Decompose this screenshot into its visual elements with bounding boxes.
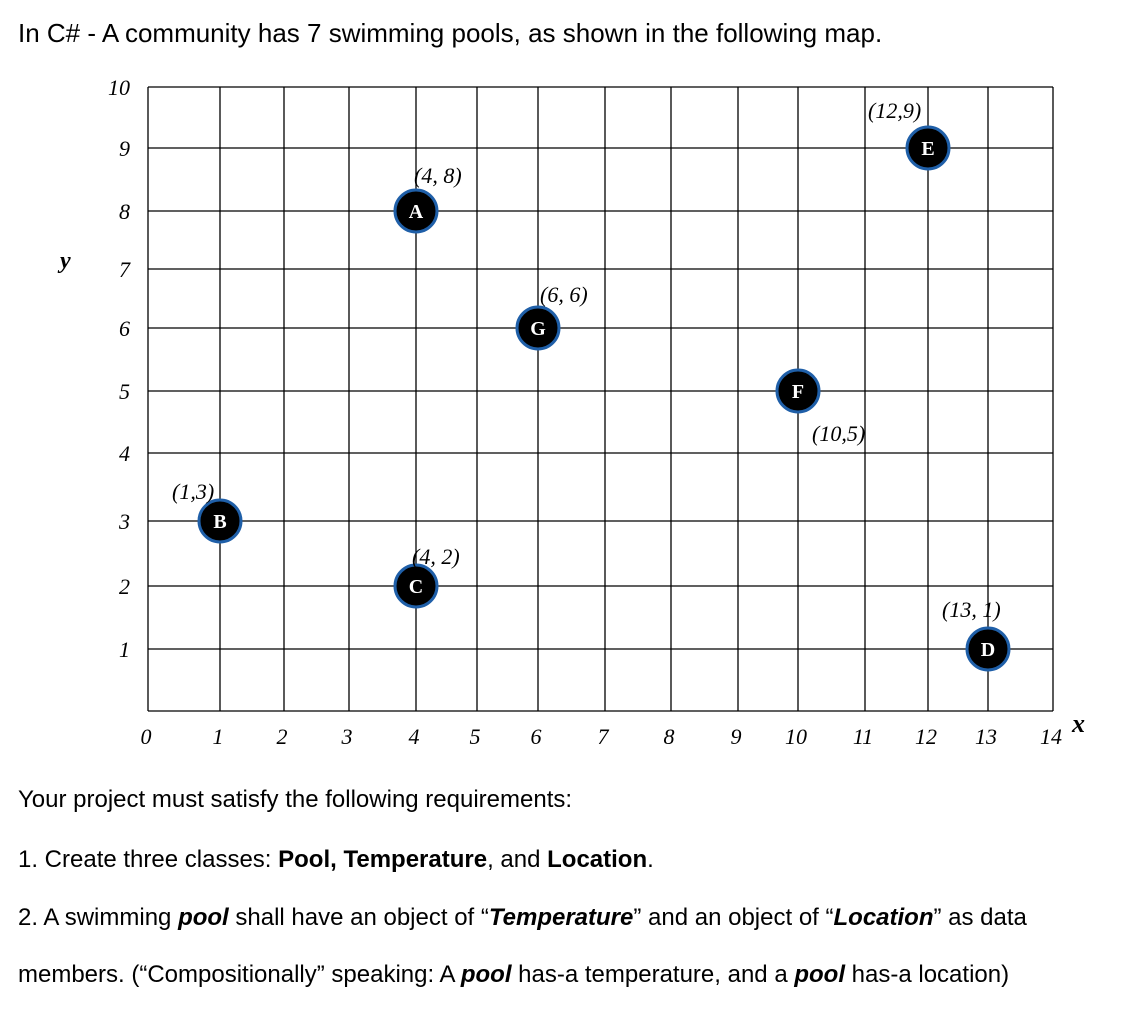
y-tick-label: 7 [119,257,131,282]
pool-coordinate-label: (4, 8) [414,163,462,188]
pool-coordinate-label: (12,9) [868,98,921,123]
y-tick-label: 8 [119,199,130,224]
pool-marker [775,368,821,414]
pool-marker [393,563,439,609]
requirements-heading: Your project must satisfy the following … [18,786,573,813]
y-tick-label: 6 [119,316,130,341]
y-tick-label: 2 [119,574,130,599]
req3-pool-1: pool [460,961,512,988]
pool-b: B (1,3) [172,479,243,544]
x-tick-label: 4 [409,724,420,749]
pool-letter: E [921,138,934,160]
pool-letter: B [213,511,226,533]
requirement-2-continued: members. (“Compositionally” speaking: A … [18,961,1009,989]
pool-coordinate-label: (6, 6) [540,282,588,307]
x-tick-label: 11 [853,724,873,749]
x-tick-label: 13 [975,724,997,749]
req2-location: Location [833,904,934,931]
pool-coordinate-label: (4, 2) [412,544,460,569]
class-location: Location [547,846,648,873]
y-tick-label: 4 [119,441,130,466]
y-tick-label: 9 [119,136,130,161]
y-tick-label: 10 [108,75,130,100]
intro-text: In C# - A community has 7 swimming pools… [18,18,883,48]
pool-coordinate-label: (13, 1) [942,597,1001,622]
x-tick-label: 5 [470,724,481,749]
pool-marker [393,188,439,234]
x-tick-label: 1 [213,724,224,749]
pool-letter: F [792,381,804,403]
req3-text-3: has-a location) [845,961,1010,988]
pool-marker [515,305,561,351]
pool-letter: A [409,201,424,223]
y-axis-label: y [57,248,71,274]
y-tick-label: 1 [119,637,130,662]
x-tick-label: 2 [277,724,288,749]
pool-d: D (13, 1) [942,597,1011,672]
pool-markers: A (4, 8) B (1,3) C (4, 2) D (13, 1) E(12,9) F (10,… [172,98,1011,672]
x-tick-label: 12 [915,724,937,749]
class-pool: Pool, [278,846,337,873]
x-axis-label: x [1071,709,1085,738]
pool-marker [197,498,243,544]
x-tick-label: 3 [341,724,353,749]
pool-g: G (6, 6) [515,282,588,351]
y-tick-label: 5 [119,379,130,404]
requirement-2: 2. A swimming pool shall have an object … [18,904,1027,932]
req2-temperature: Temperature [488,904,634,931]
req2-pool: pool [178,904,229,931]
pool-coordinate-label: (10,5) [812,421,865,446]
req1-end: . [647,846,654,873]
pool-coordinate-label: (1,3) [172,479,214,504]
pool-letter: G [530,318,546,340]
pool-letter: D [981,639,995,661]
req3-text-1: members. (“Compositionally” speaking: A [18,961,461,988]
pool-f: F (10,5) [775,368,865,446]
req3-pool-2: pool [794,961,845,988]
x-tick-label: 7 [598,724,610,749]
class-temperature: Temperature [343,846,488,873]
pool-a: A (4, 8) [393,163,462,234]
pool-marker [965,626,1011,672]
x-tick-label: 9 [731,724,742,749]
y-tick-label: 3 [118,509,130,534]
req2-text-1: 2. A swimming [18,904,179,931]
x-tick-label: 0 [141,724,152,749]
requirement-1: 1. Create three classes: Pool, Temperatu… [18,846,654,874]
req1-prefix: 1. Create three classes: [18,846,279,873]
req2-text-4: ” as data [933,904,1027,931]
x-tick-label: 8 [664,724,675,749]
x-tick-label: 6 [531,724,542,749]
req3-text-2: has-a temperature, and a [511,961,795,988]
pool-e: E(12,9) [868,98,951,171]
x-tick-label: 14 [1040,724,1062,749]
req2-text-2: shall have an object of “ [228,904,489,931]
req2-text-3: ” and an object of “ [633,904,834,931]
pool-letter: C [409,576,423,598]
pool-marker [905,125,951,171]
x-tick-label: 10 [785,724,807,749]
req1-mid: , and [487,846,548,873]
grid [147,86,1054,712]
pool-c: C (4, 2) [393,544,460,609]
